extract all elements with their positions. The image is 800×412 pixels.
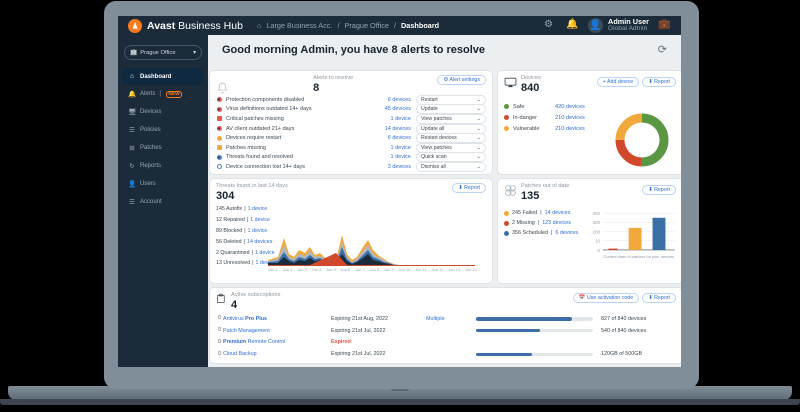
svg-text:300: 300 bbox=[592, 220, 600, 225]
svg-text:10: 10 bbox=[595, 239, 601, 244]
svg-text:0: 0 bbox=[598, 248, 601, 253]
svg-text:200: 200 bbox=[592, 229, 600, 234]
svg-text:Current state of patches on yo: Current state of patches on your devices bbox=[603, 254, 674, 259]
svg-text:400: 400 bbox=[592, 211, 600, 216]
